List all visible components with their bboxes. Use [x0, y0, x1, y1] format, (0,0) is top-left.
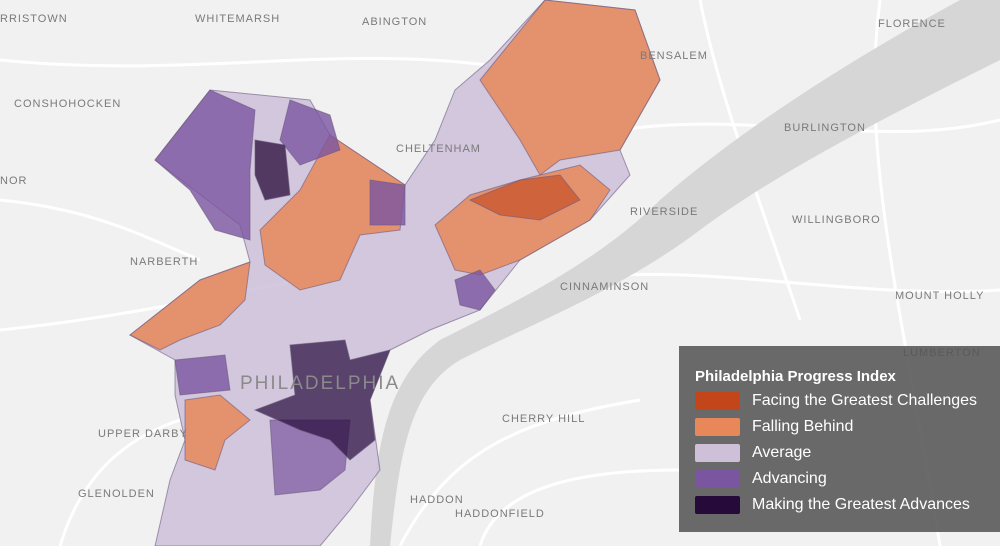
- legend-swatch: [695, 444, 740, 462]
- place-label: PHILADELPHIA: [240, 373, 400, 394]
- legend-label: Facing the Greatest Challenges: [752, 392, 977, 409]
- legend-label: Falling Behind: [752, 418, 853, 435]
- legend: Philadelphia Progress Index Facing the G…: [679, 346, 1000, 532]
- legend-items: Facing the Greatest Challenges Falling Be…: [695, 392, 977, 514]
- district: [129, 261, 251, 351]
- district: [253, 339, 391, 461]
- legend-title: Philadelphia Progress Index: [695, 368, 897, 385]
- place-label: HADDONFIELD: [455, 508, 545, 520]
- place-label: CHERRY HILL: [502, 413, 585, 425]
- legend-swatch: [695, 496, 740, 514]
- river: [370, 0, 1000, 546]
- district: [369, 179, 406, 226]
- place-label: GLENOLDEN: [78, 488, 155, 500]
- place-label: NOR: [0, 175, 27, 187]
- place-label: RIVERSIDE: [630, 206, 698, 218]
- place-label: FLORENCE: [878, 18, 946, 30]
- place-label: HADDON: [410, 494, 464, 506]
- place-label: NARBERTH: [130, 256, 198, 268]
- place-label: WHITEMARSH: [195, 13, 280, 25]
- district: [254, 139, 291, 201]
- legend-label: Average: [752, 444, 811, 461]
- legend-label: Advancing: [752, 470, 827, 487]
- district: [468, 174, 581, 221]
- place-label: CHELTENHAM: [396, 143, 481, 155]
- place-label: CINNAMINSON: [560, 281, 649, 293]
- legend-swatch: [695, 470, 740, 488]
- district: [184, 394, 251, 471]
- district: [479, 0, 661, 176]
- district: [279, 99, 341, 166]
- legend-swatch: [695, 418, 740, 436]
- legend-label: Making the Greatest Advances: [752, 496, 970, 513]
- place-label: UPPER DARBY: [98, 428, 188, 440]
- place-label: RRISTOWN: [0, 13, 68, 25]
- districts: [129, 0, 661, 546]
- district: [154, 89, 256, 241]
- place-label: CONSHOHOCKEN: [14, 98, 121, 110]
- place-label: WILLINGBORO: [792, 214, 881, 226]
- place-label: BURLINGTON: [784, 122, 866, 134]
- place-label: BENSALEM: [640, 50, 708, 62]
- district: [174, 354, 231, 396]
- district: [454, 269, 496, 311]
- legend-swatch: [695, 392, 740, 410]
- place-label: ABINGTON: [362, 16, 427, 28]
- place-label: MOUNT HOLLY: [895, 290, 984, 302]
